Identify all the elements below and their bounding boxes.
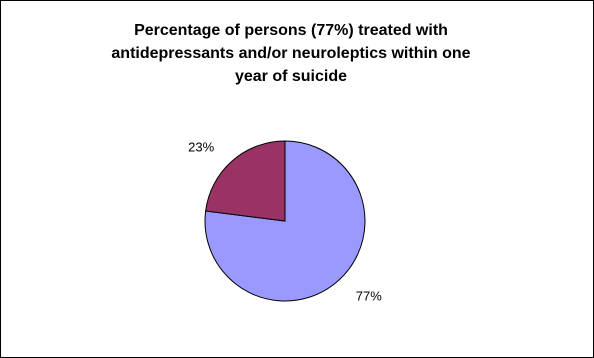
slice-label-1: 77% — [356, 289, 382, 304]
pie-slice-2 — [205, 140, 286, 222]
chart-title-line-3: year of suicide — [234, 68, 348, 85]
chart-title: Percentage of persons (77%) treated with… — [61, 19, 521, 88]
slice-label-2: 23% — [188, 140, 214, 155]
chart-title-line-1: Percentage of persons (77%) treated with — [134, 22, 448, 39]
chart-title-line-2: antidepressants and/or neuroleptics with… — [111, 45, 471, 62]
